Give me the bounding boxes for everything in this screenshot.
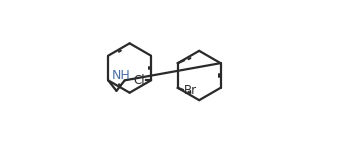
Text: Cl: Cl: [134, 74, 145, 87]
Text: NH: NH: [112, 69, 131, 82]
Text: Br: Br: [183, 84, 196, 97]
